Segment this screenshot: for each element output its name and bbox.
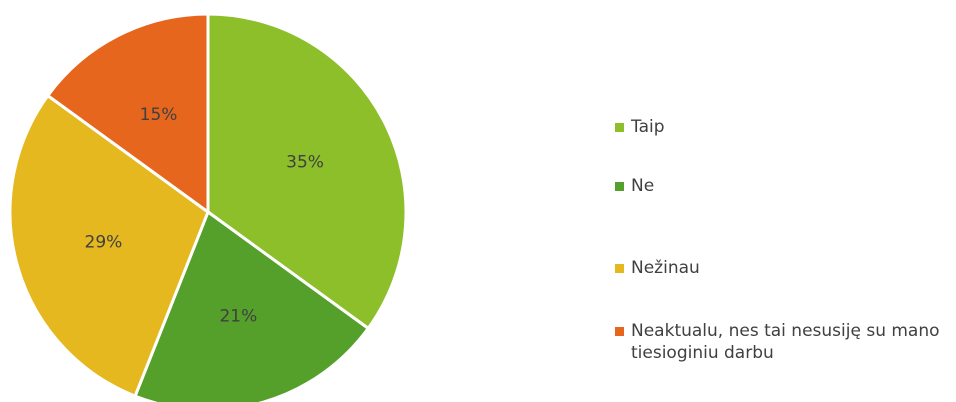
legend-swatch — [615, 264, 624, 273]
legend-item: Taip — [615, 116, 950, 138]
legend-item: Nežinau — [615, 257, 950, 279]
pie-slice — [45, 12, 210, 215]
legend-swatch — [615, 182, 624, 191]
data-label: 15% — [140, 105, 178, 125]
legend-item: Ne — [615, 175, 950, 197]
legend-swatch — [615, 327, 624, 336]
legend-label: Nežinau — [631, 258, 700, 278]
pie-slice — [133, 209, 371, 402]
data-label: 21% — [219, 307, 257, 327]
legend-label: Ne — [631, 176, 655, 196]
legend-label: Taip — [631, 117, 665, 137]
data-label: 35% — [286, 153, 324, 173]
pie-slice — [206, 12, 408, 331]
legend-label: Neaktualu, nes tai nesusiję su mano ties… — [631, 321, 940, 363]
data-label: 29% — [85, 232, 123, 252]
legend-item: Neaktualu, nes tai nesusiję su mano ties… — [615, 320, 950, 364]
legend-swatch — [615, 123, 624, 132]
pie-slice — [8, 93, 210, 399]
